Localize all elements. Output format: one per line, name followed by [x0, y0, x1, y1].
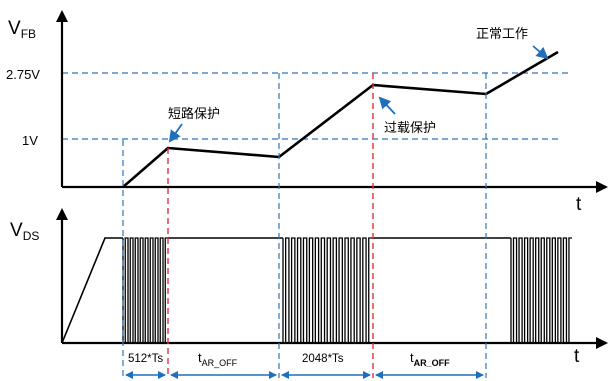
- level-low-label: 1V: [22, 133, 38, 148]
- switching-burst-2: [282, 237, 372, 344]
- bottom-x-label: t: [574, 346, 580, 367]
- normal-work-label: 正常工作: [476, 26, 528, 41]
- vds-switching-pulses: [282, 237, 372, 344]
- normal-work-arrow: [532, 45, 549, 60]
- vds-switching-pulses: [510, 237, 572, 344]
- bottom-panel: VDS t: [10, 208, 608, 367]
- short-protect-label: 短路保护: [168, 106, 220, 121]
- switching-burst-3: [510, 237, 572, 344]
- top-panel: VFB t 2.75V 1V 短路保护 过载保护 正常工作: [6, 10, 608, 215]
- interval-label-tar-off-2: tAR_OFF: [410, 350, 450, 368]
- interval-dimensions: 512*Ts tAR_OFF 2048*Ts tAR_OFF: [125, 350, 484, 379]
- bottom-y-label: VDS: [10, 220, 39, 243]
- short-protect-arrow: [168, 123, 183, 143]
- interval-label-2048ts: 2048*Ts: [302, 353, 344, 365]
- level-high-label: 2.75V: [6, 67, 40, 82]
- over-load-protect-arrow: [378, 96, 396, 115]
- vds-switching-pulses: [122, 237, 168, 344]
- vfb-trace: [122, 50, 559, 188]
- vds-ramp: [61, 237, 123, 344]
- over-load-protect-label: 过载保护: [384, 120, 436, 135]
- interval-label-tar-off-1: tAR_OFF: [198, 350, 238, 368]
- switching-burst-1: [122, 237, 168, 344]
- top-x-label: t: [576, 194, 582, 215]
- vertical-guides: [122, 73, 487, 378]
- interval-label-512ts: 512*Ts: [128, 353, 163, 365]
- top-y-label: VFB: [8, 18, 36, 41]
